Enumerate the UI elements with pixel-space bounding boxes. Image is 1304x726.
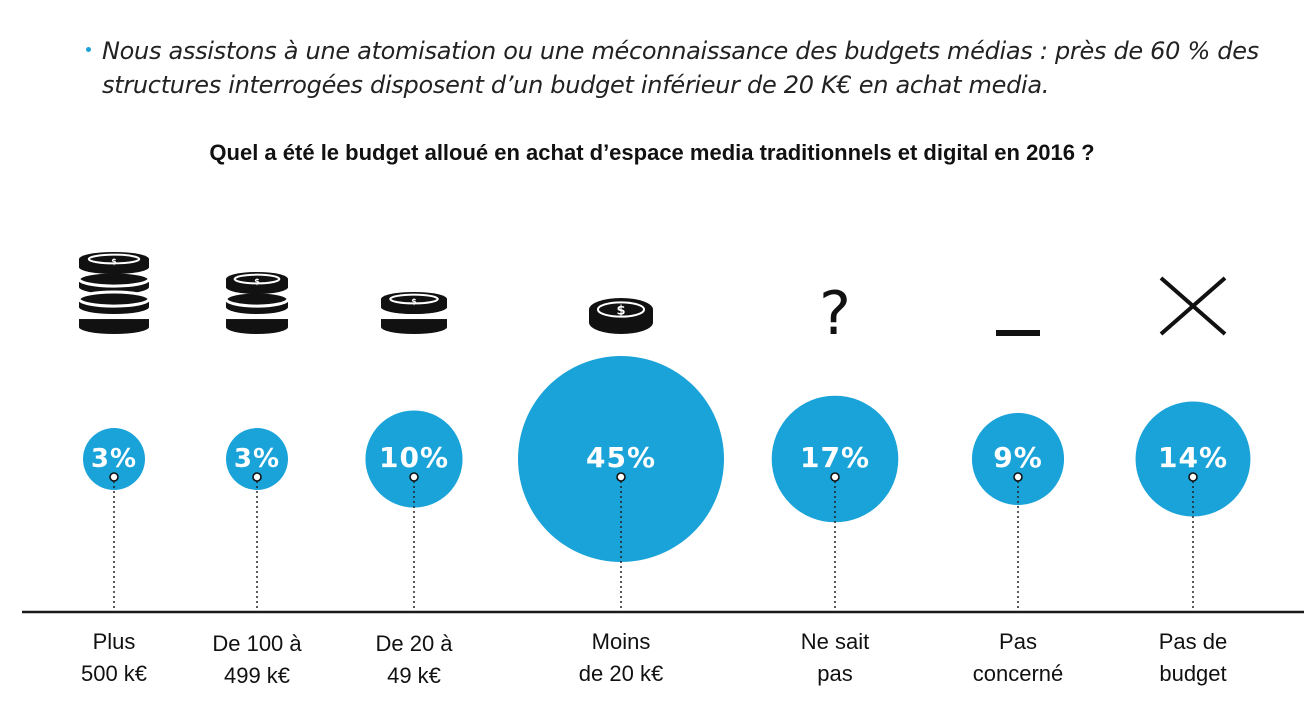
intro-bullet: Nous assistons à une atomisation ou une … — [86, 34, 1266, 102]
dash-icon — [996, 330, 1040, 336]
svg-text:$: $ — [111, 257, 117, 266]
value-label: 10% — [379, 441, 449, 474]
bubble — [365, 410, 463, 508]
category-7: 14% — [1135, 276, 1251, 612]
category-label-line: Moins — [591, 629, 651, 654]
value-label: 14% — [1158, 441, 1228, 474]
category-1: $3% — [77, 250, 151, 612]
svg-text:$: $ — [411, 297, 417, 306]
cross-icon — [1159, 276, 1227, 336]
category-label-line: 500 k€ — [80, 661, 148, 686]
value-label: 9% — [993, 441, 1043, 474]
category-label-line: concerné — [972, 661, 1064, 686]
category-label: Ne sait pas — [750, 626, 920, 690]
category-6: 9% — [971, 330, 1065, 612]
connector-ring — [109, 472, 119, 482]
intro-text: Nous assistons à une atomisation ou une … — [102, 37, 1259, 99]
category-label: De 100 à 499 k€ — [172, 628, 342, 692]
category-label: Moins de 20 k€ — [536, 626, 706, 690]
category-label-line: budget — [1159, 661, 1227, 686]
category-label: De 20 à 49 k€ — [329, 628, 499, 692]
category-label-line: de 20 k€ — [578, 661, 664, 686]
connector-ring — [409, 472, 419, 482]
connector-ring — [1188, 472, 1198, 482]
value-label: 17% — [800, 441, 870, 474]
value-label: 3% — [234, 444, 280, 474]
bubble — [83, 428, 145, 490]
coin-stack-3-icon: $ — [224, 270, 290, 334]
svg-text:$: $ — [616, 304, 625, 319]
coin-icon: $ — [589, 298, 653, 335]
category-3: $10% — [365, 290, 463, 612]
category-label-line: De 20 à — [375, 631, 453, 656]
bubble — [1135, 401, 1251, 517]
value-label: 3% — [91, 444, 137, 474]
category-label-line: Pas de — [1158, 629, 1228, 654]
category-4: $45% — [518, 298, 724, 612]
chart-title: Quel a été le budget alloué en achat d’e… — [209, 140, 1095, 165]
category-label-line: 49 k€ — [387, 663, 441, 688]
connector-ring — [616, 472, 626, 482]
bubble — [771, 395, 899, 523]
question-mark-icon: ? — [819, 279, 851, 349]
category-label-line: De 100 à — [212, 631, 302, 656]
category-label-line: 499 k€ — [223, 663, 291, 688]
connector-ring — [252, 472, 262, 482]
coin-stack-2-icon: $ — [379, 290, 449, 334]
category-label: Pas de budget — [1108, 626, 1278, 690]
category-label: Pas concerné — [933, 626, 1103, 690]
category-label-line: Ne sait — [800, 629, 870, 654]
bubble — [971, 412, 1065, 506]
category-label-line: pas — [817, 661, 853, 686]
bullet-dot-icon — [86, 47, 91, 52]
connector-ring — [830, 472, 840, 482]
svg-text:$: $ — [254, 277, 260, 286]
category-label-line: Pas — [999, 629, 1037, 654]
category-2: $3% — [224, 270, 290, 612]
bubble — [518, 356, 724, 562]
category-label: Plus 500 k€ — [29, 626, 199, 690]
bubble — [226, 428, 288, 490]
category-label-line: Plus — [92, 629, 136, 654]
coin-stack-4-icon: $ — [77, 250, 151, 334]
value-label: 45% — [586, 441, 656, 474]
connector-ring — [1013, 472, 1023, 482]
category-5: ? 17% — [771, 279, 899, 612]
svg-text:?: ? — [819, 279, 851, 349]
